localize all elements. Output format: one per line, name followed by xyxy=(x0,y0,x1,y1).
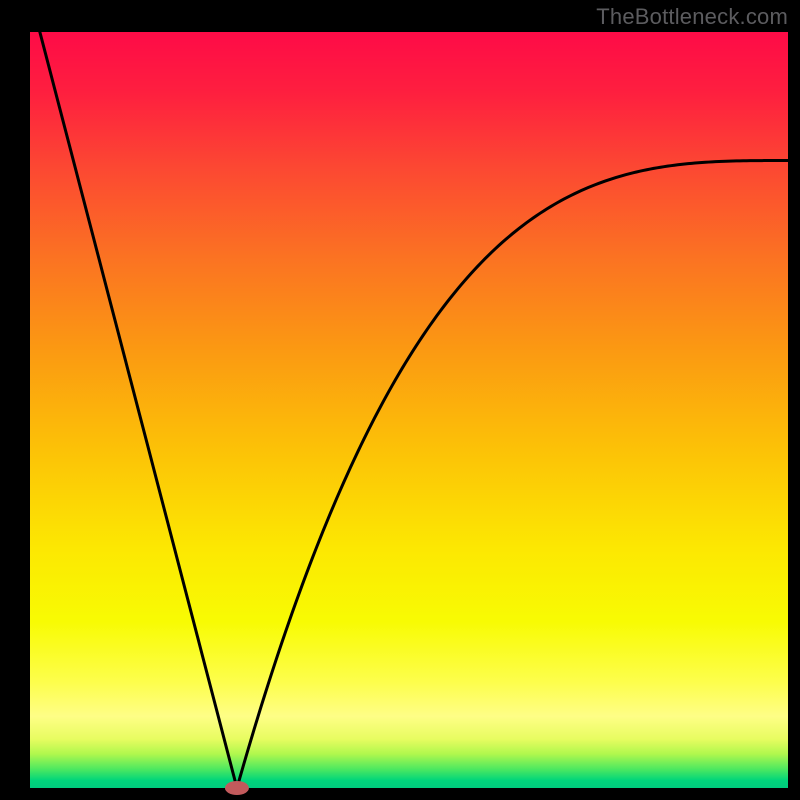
optimum-marker xyxy=(225,781,249,795)
chart-frame: TheBottleneck.com xyxy=(0,0,800,800)
watermark-text: TheBottleneck.com xyxy=(596,4,788,30)
bottleneck-chart xyxy=(0,0,800,800)
plot-background xyxy=(30,32,788,788)
